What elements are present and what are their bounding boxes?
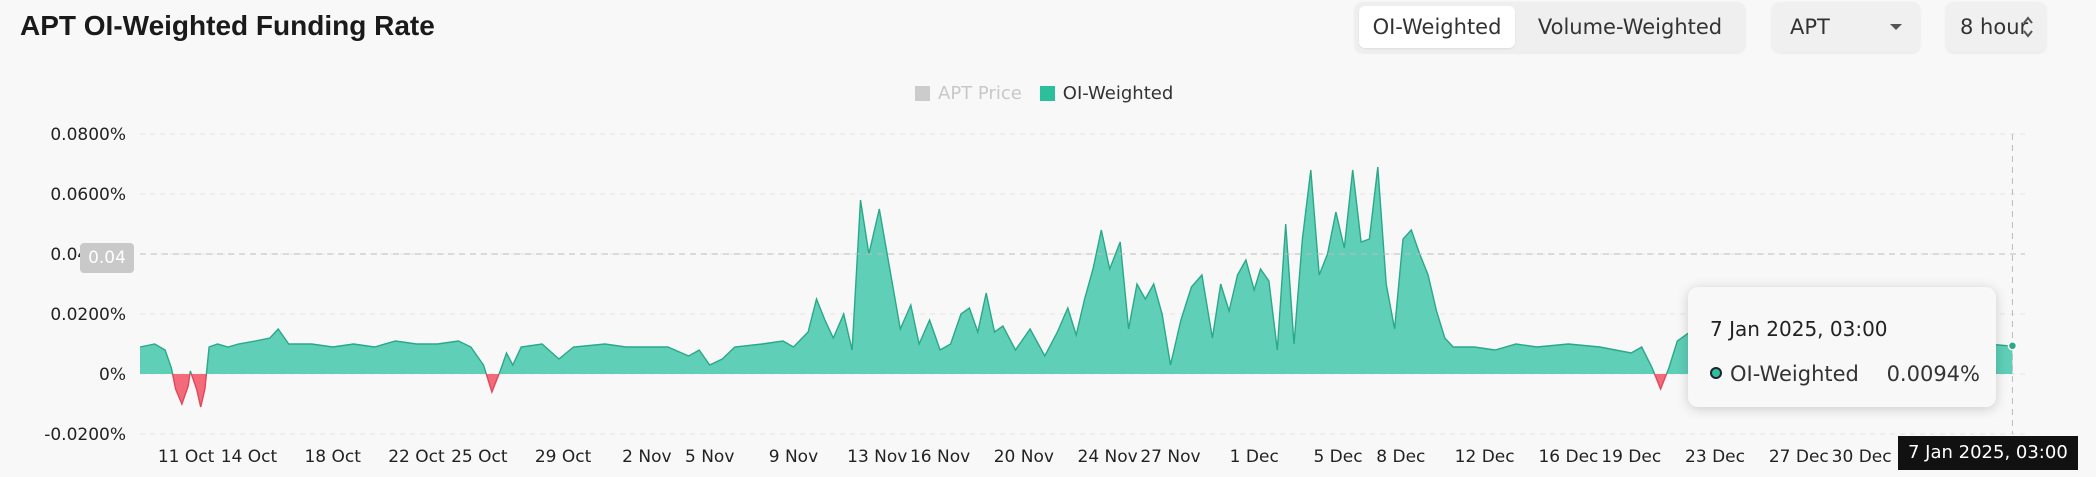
x-tick-label: 29 Oct xyxy=(535,447,592,467)
x-tick-label: 19 Dec xyxy=(1601,447,1661,467)
symbol-select[interactable]: APT xyxy=(1772,2,1920,52)
x-tick-label: 8 Dec xyxy=(1376,447,1425,467)
x-tick-label: 5 Dec xyxy=(1313,447,1362,467)
y-tick-label: -0.0200% xyxy=(44,425,126,445)
legend-item-oi-weighted[interactable]: OI-Weighted xyxy=(1039,82,1174,104)
x-tick-label: 25 Oct xyxy=(451,447,508,467)
x-tick-label: 12 Dec xyxy=(1455,447,1515,467)
x-tick-label: 18 Oct xyxy=(304,447,361,467)
crosshair-y-label: 0.04 xyxy=(80,243,134,273)
x-tick-label: 22 Oct xyxy=(388,447,445,467)
hover-point xyxy=(2007,341,2018,351)
x-tick-label: 14 Oct xyxy=(221,447,278,467)
tab-volume-weighted[interactable]: Volume-Weighted xyxy=(1537,15,1723,39)
tooltip-series-name: OI-Weighted xyxy=(1730,362,1859,386)
x-tick-label: 23 Dec xyxy=(1685,447,1745,467)
tooltip-date: 7 Jan 2025, 03:00 xyxy=(1710,317,1888,341)
x-tick-label: 13 Nov xyxy=(847,447,907,467)
x-tick-label: 27 Nov xyxy=(1140,447,1200,467)
legend-swatch-oi-weighted xyxy=(1039,85,1055,101)
x-tick-label: 1 Dec xyxy=(1230,447,1279,467)
x-tick-label: 30 Dec xyxy=(1832,447,1892,467)
series-line-oi-weighted xyxy=(139,166,2013,374)
y-tick-label: 0% xyxy=(99,365,126,385)
crosshair-x-label: 7 Jan 2025, 03:00 xyxy=(1898,436,2078,470)
legend-swatch-apt-price xyxy=(915,85,930,101)
tooltip-value: 0.0094% xyxy=(1886,362,1980,386)
x-tick-label: 27 Dec xyxy=(1769,447,1829,467)
x-tick-label: 16 Dec xyxy=(1538,447,1598,467)
x-tick-label: 16 Nov xyxy=(910,447,970,467)
chevron-down-icon xyxy=(1890,24,1902,30)
legend-item-apt-price[interactable]: APT Price xyxy=(915,83,1022,104)
page-title: APT OI-Weighted Funding Rate xyxy=(20,10,435,41)
x-tick-label: 5 Nov xyxy=(685,447,734,467)
legend-label-apt-price: APT Price xyxy=(938,82,1022,104)
x-tick-label: 24 Nov xyxy=(1078,447,1138,467)
chart-tooltip: 7 Jan 2025, 03:00 OI-Weighted 0.0094% xyxy=(1688,287,1996,407)
up-down-arrows-icon xyxy=(2023,16,2033,38)
y-tick-label: 0.0600% xyxy=(50,185,126,205)
chart-legend: APT Price OI-Weighted xyxy=(915,80,1183,106)
x-tick-label: 2 Nov xyxy=(622,447,671,467)
legend-label-oi-weighted: OI-Weighted xyxy=(1062,82,1174,104)
interval-select[interactable]: 8 hour xyxy=(1946,2,2046,52)
symbol-select-value: APT xyxy=(1790,15,1830,39)
x-tick-label: 20 Nov xyxy=(994,447,1054,467)
x-tick-label: 11 Oct xyxy=(158,447,215,467)
x-tick-label: 9 Nov xyxy=(769,447,818,467)
tooltip-series-dot-icon xyxy=(1710,367,1722,379)
tab-oi-weighted[interactable]: OI-Weighted xyxy=(1359,6,1515,48)
y-tick-label: 0.0800% xyxy=(50,125,126,145)
weighting-toggle: OI-Weighted Volume-Weighted xyxy=(1355,2,1745,52)
interval-select-value: 8 hour xyxy=(1960,15,2029,39)
y-tick-label: 0.0200% xyxy=(50,305,126,325)
